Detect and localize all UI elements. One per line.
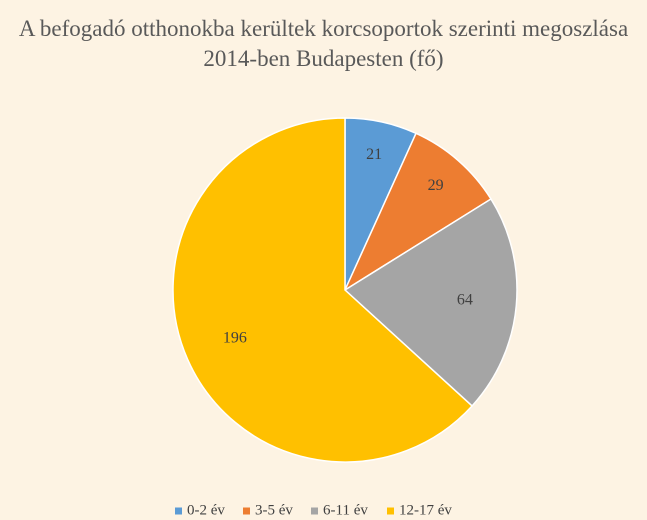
data-label: 196 [223, 329, 247, 346]
legend-swatch [175, 507, 182, 515]
pie-slice [343, 132, 493, 292]
data-label: 29 [428, 177, 444, 194]
pie-slice [172, 117, 474, 463]
legend-swatch [243, 507, 250, 515]
chart-title: A befogadó otthonokba kerültek korcsopor… [18, 16, 629, 71]
legend-swatch [311, 507, 318, 515]
legend-swatch [387, 507, 394, 515]
legend-label: 3-5 év [255, 502, 293, 518]
legend-label: 12-17 év [399, 502, 452, 518]
data-label: 64 [457, 292, 473, 309]
data-label: 21 [366, 146, 382, 163]
legend-label: 0-2 év [187, 502, 225, 518]
pie-slice [343, 197, 518, 408]
legend-label: 6-11 év [323, 502, 368, 518]
